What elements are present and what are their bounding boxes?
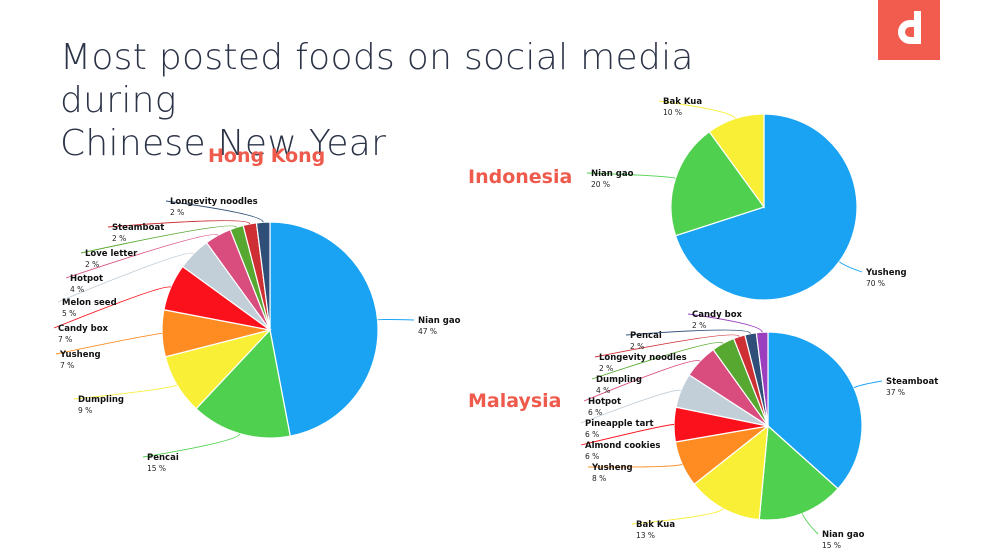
leader-line-malaysia-pineapple-tart [580,389,682,424]
slice-value-indonesia-yusheng: 70 % [866,279,885,288]
leader-line-malaysia-dumpling [591,341,724,380]
slice-value-malaysia-nian-gao: 15 % [822,541,841,550]
slice-label-malaysia-nian-gao: Nian gao [822,530,865,540]
pie-slice-indonesia-nian-gao [670,130,765,237]
slice-value-hong-kong-steamboat: 2 % [112,234,126,243]
slice-value-hong-kong-dumpling: 9 % [78,406,92,415]
brand-logo-icon [878,0,940,60]
leader-line-hong-kong-candy-box [53,286,172,329]
page-title: Most posted foods on social media during… [60,36,780,165]
leader-line-malaysia-bak-kua [631,508,724,525]
leader-line-indonesia-nian-gao [586,172,676,179]
slice-label-malaysia-steamboat: Steamboat [886,377,938,387]
leader-line-hong-kong-dumpling [73,384,178,400]
leader-line-hong-kong-nian-gao [377,319,415,321]
slice-label-hong-kong-hotpot: Hotpot [70,274,103,284]
slice-label-malaysia-pencai: Pencai [630,331,662,341]
leader-line-hong-kong-longevity-noodles [165,200,264,223]
pie-slice-malaysia-nian-gao [758,424,839,521]
pie-slice-hong-kong-longevity-noodles [255,221,271,331]
slice-value-malaysia-candy-box: 2 % [692,321,706,330]
leader-line-hong-kong-hotpot [65,234,219,279]
slice-label-malaysia-yusheng: Yusheng [591,463,633,473]
chart-title-malaysia: Malaysia [468,390,562,412]
leader-line-hong-kong-love-letter [80,225,238,254]
leader-line-hong-kong-pencai [142,433,241,458]
slice-label-indonesia-bak-kua: Bak Kua [663,97,702,107]
leader-line-malaysia-yusheng [587,463,683,468]
slice-label-hong-kong-nian-gao: Nian gao [418,316,461,326]
slice-label-malaysia-bak-kua: Bak Kua [636,520,675,530]
slice-label-hong-kong-pencai: Pencai [147,453,179,463]
slice-value-malaysia-pineapple-tart: 6 % [585,430,599,439]
leader-line-malaysia-hotpot [583,360,701,402]
leader-line-malaysia-steamboat [853,380,883,389]
slice-value-hong-kong-melon-seed: 5 % [62,309,76,318]
slice-value-hong-kong-nian-gao: 47 % [418,327,437,336]
pie-slice-indonesia-yusheng [674,113,858,301]
slice-label-malaysia-almond-cookies: Almond cookies [585,441,660,451]
slice-value-hong-kong-pencai: 15 % [147,464,166,473]
leader-line-malaysia-candy-box [687,313,763,333]
slice-label-indonesia-nian-gao: Nian gao [591,169,634,179]
leader-line-hong-kong-yusheng [55,332,163,355]
slice-value-malaysia-hotpot: 6 % [588,408,602,417]
title-line-2: Chinese New Year [60,123,387,164]
slice-label-hong-kong-dumpling: Dumpling [78,395,124,405]
pie-slice-hong-kong-nian-gao [269,221,379,437]
slice-label-indonesia-yusheng: Yusheng [865,268,907,278]
slice-value-malaysia-yusheng: 8 % [592,474,606,483]
slice-value-malaysia-bak-kua: 13 % [636,531,655,540]
slice-value-hong-kong-candy-box: 7 % [58,335,72,344]
slice-label-malaysia-hotpot: Hotpot [588,397,621,407]
pie-slice-malaysia-steamboat [767,331,863,490]
slice-label-hong-kong-candy-box: Candy box [58,324,109,334]
chart-title-indonesia: Indonesia [468,166,573,188]
leader-line-hong-kong-steamboat [107,220,251,228]
leader-line-malaysia-nian-gao [801,513,819,535]
leader-line-hong-kong-melon-seed [57,252,194,303]
slice-label-hong-kong-longevity-noodles: Longevity noodles [170,197,258,207]
slice-label-hong-kong-love-letter: Love letter [85,249,138,259]
slice-label-malaysia-dumpling: Dumpling [596,375,642,385]
slice-value-malaysia-pencai: 2 % [630,342,644,351]
slice-label-hong-kong-yusheng: Yusheng [59,350,101,360]
slice-label-malaysia-candy-box: Candy box [692,310,743,320]
slice-value-malaysia-longevity-noodles: 2 % [599,364,613,373]
leader-line-malaysia-longevity-noodles [594,334,740,358]
slice-label-hong-kong-steamboat: Steamboat [112,223,164,233]
slice-value-indonesia-nian-gao: 20 % [591,180,610,189]
slice-value-hong-kong-love-letter: 2 % [85,260,99,269]
title-line-1: Most posted foods on social media during [60,37,694,121]
slice-value-hong-kong-yusheng: 7 % [60,361,74,370]
slice-label-malaysia-longevity-noodles: Longevity noodles [599,353,687,363]
slice-label-malaysia-pineapple-tart: Pineapple tart [585,419,654,429]
leader-line-malaysia-pencai [625,329,752,336]
slice-value-hong-kong-longevity-noodles: 2 % [170,208,184,217]
leader-line-indonesia-yusheng [838,261,863,273]
leader-line-indonesia-bak-kua [658,100,736,119]
pie-slice-malaysia-bak-kua [693,424,769,521]
slice-value-hong-kong-hotpot: 4 % [70,285,84,294]
slice-value-malaysia-almond-cookies: 6 % [585,452,599,461]
chart-title-hong-kong: Hong Kong [208,145,326,167]
slice-label-hong-kong-melon-seed: Melon seed [62,298,117,308]
slice-value-malaysia-steamboat: 37 % [886,388,905,397]
slice-value-malaysia-dumpling: 4 % [596,386,610,395]
slice-value-indonesia-bak-kua: 10 % [663,108,682,117]
leader-line-malaysia-almond-cookies [580,424,675,446]
